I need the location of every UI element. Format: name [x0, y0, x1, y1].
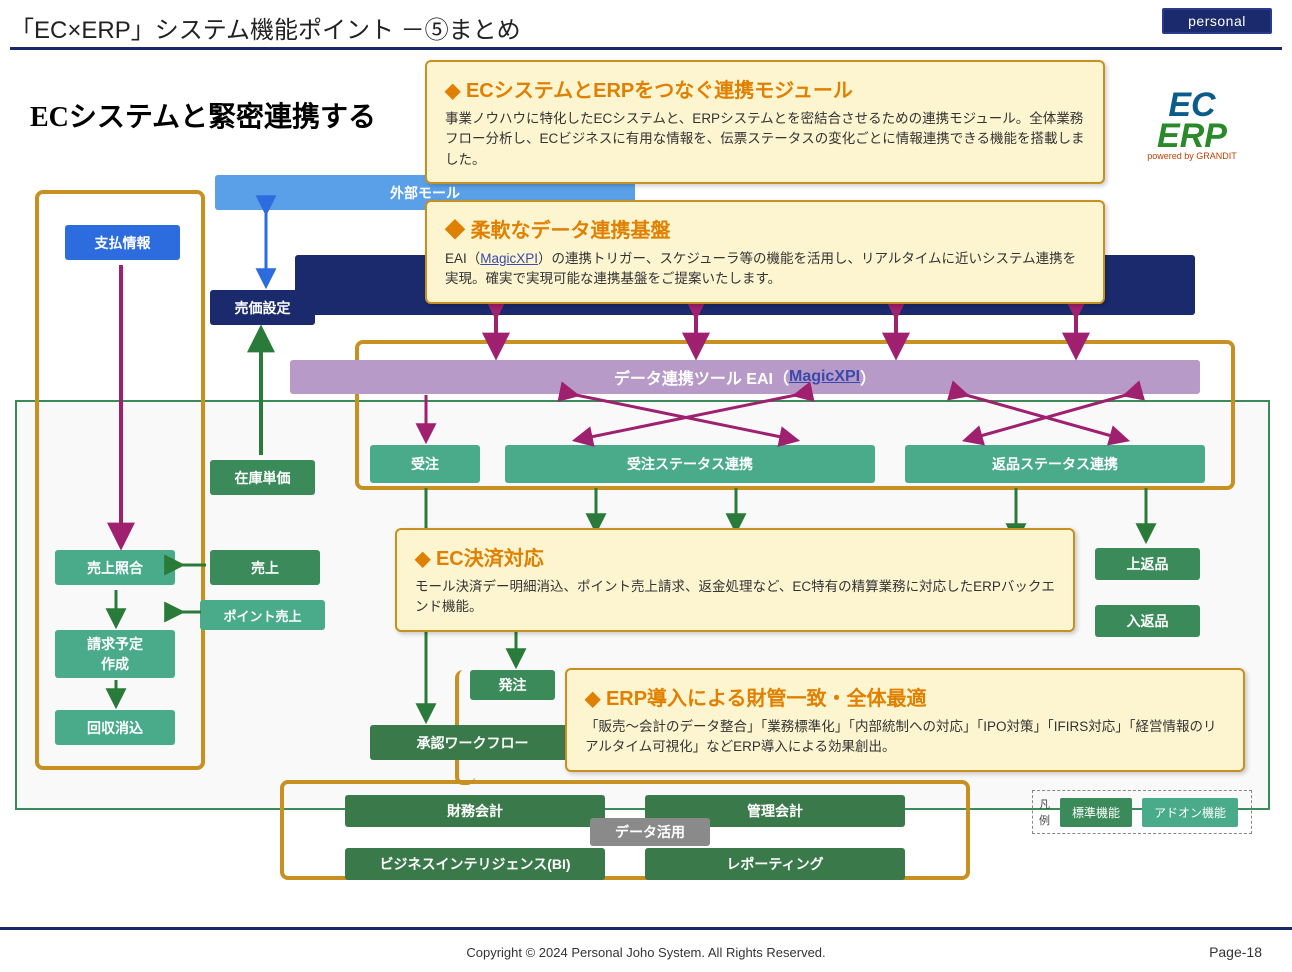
return-status-box: 返品ステータス連携 [905, 445, 1205, 483]
legend-addon: アドオン機能 [1142, 798, 1238, 827]
brand-logo: personal [1162, 8, 1272, 34]
page-number: Page-18 [1209, 944, 1262, 960]
eai-label: データ連携ツール EAI（ [614, 365, 789, 389]
callout-2: 柔軟なデータ連携基盤 EAI（MagicXPI）の連携トリガー、スケジューラ等の… [425, 200, 1105, 304]
legend-std: 標準機能 [1060, 798, 1132, 827]
inv-price-box: 在庫単価 [210, 460, 315, 495]
bill-plan-box: 請求予定 作成 [55, 630, 175, 678]
erp-text: ERP [1122, 121, 1262, 152]
magicxpi-link-bar[interactable]: MagicXPI [789, 368, 860, 386]
callout-3-title: EC決済対応 [415, 542, 1055, 571]
order-status-box: 受注ステータス連携 [505, 445, 875, 483]
order-box: 受注 [370, 445, 480, 483]
eai-tail: ） [860, 365, 876, 389]
copyright: Copyright © 2024 Personal Joho System. A… [0, 945, 1292, 960]
sales-match-box: 売上照合 [55, 550, 175, 585]
in-return-box: 入返品 [1095, 605, 1200, 637]
sales-box: 売上 [210, 550, 320, 585]
title-bar: 「EC×ERP」システム機能ポイント －⑤まとめ [10, 10, 1282, 50]
footer-line [0, 927, 1292, 930]
slide-title: 「EC×ERP」システム機能ポイント －⑤まとめ [10, 17, 521, 44]
callout-1-title: ECシステムとERPをつなぐ連携モジュール [445, 74, 1085, 103]
sales-return-box: 上返品 [1095, 548, 1200, 580]
eai-bar: データ連携ツール EAI（MagicXPI） [290, 360, 1200, 394]
callout-3-body: モール決済デー明細消込、ポイント売上請求、返金処理など、EC特有の精算業務に対応… [415, 577, 1055, 618]
data-use-box: データ活用 [590, 818, 710, 846]
ec-text: EC [1122, 90, 1262, 121]
gold-frame-left [35, 190, 205, 770]
approve-wf-box: 承認ワークフロー [370, 725, 575, 760]
callout-2-body: EAI（MagicXPI）の連携トリガー、スケジューラ等の機能を活用し、リアルタ… [445, 249, 1085, 290]
callout-4-body: 「販売～会計のデータ整合」「業務標準化」「内部統制への対応」「IPO対策」「IF… [585, 717, 1225, 758]
point-sales-box: ポイント売上 [200, 600, 325, 630]
reporting-box: レポーティング [645, 848, 905, 880]
callout-1-body: 事業ノウハウに特化したECシステムと、ERPシステムとを密結合させるための連携モ… [445, 109, 1085, 170]
legend-label: 凡 例 [1039, 796, 1050, 828]
callout-2-pre: EAI（ [445, 251, 480, 266]
callout-4-title: ERP導入による財管一致・全体最適 [585, 682, 1225, 711]
pay-info-box: 支払情報 [65, 225, 180, 260]
collect-box: 回収消込 [55, 710, 175, 745]
callout-2-post: ）の連携トリガー、スケジューラ等の機能を活用し、リアルタイムに近いシステム連携を… [445, 251, 1076, 286]
bi-box: ビジネスインテリジェンス(BI) [345, 848, 605, 880]
magicxpi-link-callout[interactable]: MagicXPI [480, 251, 538, 266]
legend: 凡 例 標準機能 アドオン機能 [1032, 790, 1252, 834]
callout-1: ECシステムとERPをつなぐ連携モジュール 事業ノウハウに特化したECシステムと… [425, 60, 1105, 184]
fin-acct-box: 財務会計 [345, 795, 605, 827]
callout-2-title: 柔軟なデータ連携基盤 [445, 214, 1085, 243]
subtitle: ECシステムと緊密連携する [30, 95, 376, 135]
callout-3: EC決済対応 モール決済デー明細消込、ポイント売上請求、返金処理など、EC特有の… [395, 528, 1075, 632]
powered-text: powered by GRANDIT [1122, 151, 1262, 161]
po-box: 発注 [470, 670, 555, 700]
callout-4: ERP導入による財管一致・全体最適 「販売～会計のデータ整合」「業務標準化」「内… [565, 668, 1245, 772]
